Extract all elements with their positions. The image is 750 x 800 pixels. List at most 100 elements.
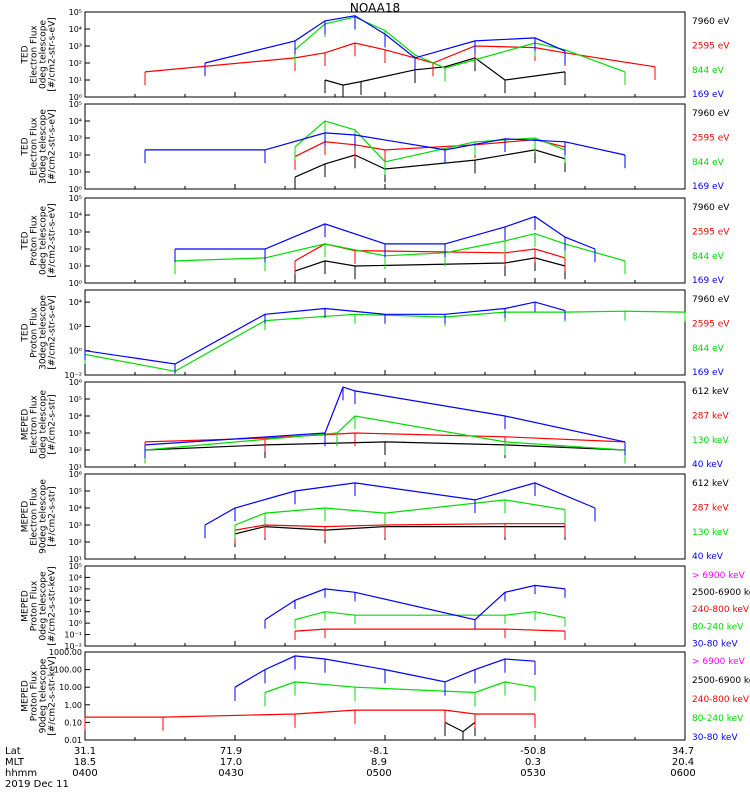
footer-mlt-0: 18.5 <box>74 757 96 768</box>
series-line <box>85 709 535 718</box>
ytick-label: 10¹ <box>69 262 82 271</box>
ytick-label: 10⁰ <box>69 347 82 356</box>
ytick-label: 10⁰ <box>69 619 82 628</box>
chart-title: NOAA18 <box>350 1 400 15</box>
series-line <box>294 16 626 73</box>
legend-entry: 240-800 keV <box>692 605 750 615</box>
footer-lat-1: 71.9 <box>220 746 242 757</box>
legend-entry: 80-240 keV <box>692 714 744 724</box>
series-line <box>264 584 566 621</box>
series-line <box>294 138 566 158</box>
series-0 <box>294 257 566 283</box>
ytick-label: 10⁻² <box>64 642 82 651</box>
series-2 <box>294 628 566 641</box>
ytick-label: 10⁵ <box>69 100 82 109</box>
footer-hhmm-3: 0530 <box>520 768 545 779</box>
panel-frame <box>84 289 686 376</box>
y-axis-label: TEDProton Flux0deg telescope[#/cm2-str-s… <box>21 203 58 278</box>
footer-hhmm-2: 0500 <box>366 768 391 779</box>
legend-entry: 2500-6900 keV <box>692 588 750 598</box>
series-3 <box>144 386 626 459</box>
y-axis-label: MEPEDElectron Flux90deg telescope[#/cm2-… <box>21 479 58 554</box>
series-3 <box>204 482 596 539</box>
ytick-label: 0.10 <box>64 718 82 727</box>
legend-entry: 287 keV <box>692 503 729 513</box>
panel-frame <box>84 565 686 647</box>
series-line <box>234 525 565 535</box>
ytick-label: 10⁵ <box>69 395 82 404</box>
series-3 <box>294 611 566 629</box>
series-4 <box>234 655 536 701</box>
series-1 <box>234 523 566 544</box>
ytick-label: 10⁰ <box>69 185 82 194</box>
legend-entry: 40 keV <box>692 460 724 470</box>
ytick-label: 10³ <box>69 429 82 438</box>
ytick-label: 10¹ <box>69 555 82 564</box>
panel-2: 10⁰ 10¹ 10² 10³ 10⁴ 10⁵ TEDElectron Flux30deg … <box>21 100 731 194</box>
ytick-label: 10⁻² <box>64 371 82 380</box>
panel-6: 10¹ 10² 10³ 10⁴ 10⁵ 10⁶ MEPEDElectron Flux90de… <box>21 470 730 564</box>
series-line <box>294 149 566 178</box>
ytick-label: 1.00 <box>64 701 82 710</box>
legend-entry: > 6900 keV <box>692 657 746 667</box>
series-4 <box>264 584 566 629</box>
legend-entry: 130 keV <box>692 436 729 446</box>
series-line <box>444 721 476 733</box>
footer-date: 2019 Dec 11 <box>5 779 69 790</box>
ytick-label: 10³ <box>69 134 82 143</box>
legend-entry: 844 eV <box>692 66 725 76</box>
ytick-label: 10² <box>69 59 82 68</box>
legend-entry: 30-80 keV <box>692 733 738 743</box>
ytick-label: 10⁴ <box>69 412 82 421</box>
series-3 <box>264 681 536 707</box>
footer-mlt-1: 17.0 <box>220 757 242 768</box>
legend-entry: 2595 eV <box>692 41 730 51</box>
ytick-label: 10¹ <box>69 463 82 472</box>
ytick-label: 10² <box>69 596 82 605</box>
ytick-label: 10⁴ <box>69 211 82 220</box>
ytick-label: 10³ <box>69 228 82 237</box>
legend-entry: 169 eV <box>692 182 725 192</box>
ytick-label: 10¹ <box>69 608 82 617</box>
footer-mlt-4: 20.4 <box>672 757 694 768</box>
ytick-label: 10⁴ <box>69 573 82 582</box>
panel-5: 10¹ 10² 10³ 10⁴ 10⁵ 10⁶ MEPEDElectron Flux0deg… <box>21 378 730 472</box>
ytick-label: 10⁵ <box>69 487 82 496</box>
legend-entry: 7960 eV <box>692 109 730 119</box>
ytick-label: 10⁻¹ <box>64 631 82 640</box>
panel-3: 10⁰ 10¹ 10² 10³ 10⁴ 10⁵ TEDProton Flux0deg tel… <box>21 194 731 288</box>
series-line <box>174 232 626 262</box>
series-3 <box>144 132 626 169</box>
ytick-label: 10³ <box>69 585 82 594</box>
legend-entry: 169 eV <box>692 276 725 286</box>
series-3 <box>174 215 596 263</box>
legend-entry: 2595 eV <box>692 133 730 143</box>
legend-entry: 80-240 keV <box>692 622 744 632</box>
legend-entry: 7960 eV <box>692 17 730 27</box>
legend-entry: 7960 eV <box>692 203 730 213</box>
series-2 <box>234 499 566 539</box>
footer-hhmm-4: 0600 <box>670 768 695 779</box>
series-line <box>294 611 566 621</box>
series-line <box>324 57 566 86</box>
series-0 <box>294 149 566 189</box>
legend-entry: 169 eV <box>692 368 725 378</box>
legend-entry: 7960 eV <box>692 295 730 305</box>
ytick-label: 100.00 <box>54 666 82 675</box>
ytick-label: 10⁶ <box>69 378 82 387</box>
ytick-label: 10³ <box>69 521 82 530</box>
ytick-label: 10² <box>69 322 82 331</box>
ytick-label: 10¹ <box>69 76 82 85</box>
y-axis-label: TEDElectron Flux30deg telescope[#/cm2-st… <box>21 109 58 184</box>
ytick-label: 10⁴ <box>69 117 82 126</box>
panel-4: 10⁻² 10⁰ 10² 10⁴ TEDProton Flux30deg telesco… <box>21 289 730 380</box>
series-line <box>144 42 656 73</box>
legend-entry: 612 keV <box>692 387 729 397</box>
ytick-label: 10¹ <box>69 168 82 177</box>
series-line <box>294 120 566 163</box>
legend-entry: 2595 eV <box>692 227 730 237</box>
legend-entry: 2500-6900 keV <box>692 676 750 686</box>
series-line <box>145 132 626 156</box>
legend-entry: > 6900 keV <box>692 571 746 581</box>
